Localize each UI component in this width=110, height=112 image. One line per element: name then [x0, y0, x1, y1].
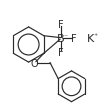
Text: B: B	[57, 34, 65, 44]
Text: O: O	[31, 58, 38, 68]
Text: ⁻: ⁻	[63, 32, 67, 41]
Text: F: F	[71, 34, 77, 44]
Text: K: K	[87, 34, 94, 44]
Text: ⁺: ⁺	[93, 32, 97, 41]
Text: F: F	[58, 48, 64, 58]
Text: F: F	[58, 19, 64, 29]
